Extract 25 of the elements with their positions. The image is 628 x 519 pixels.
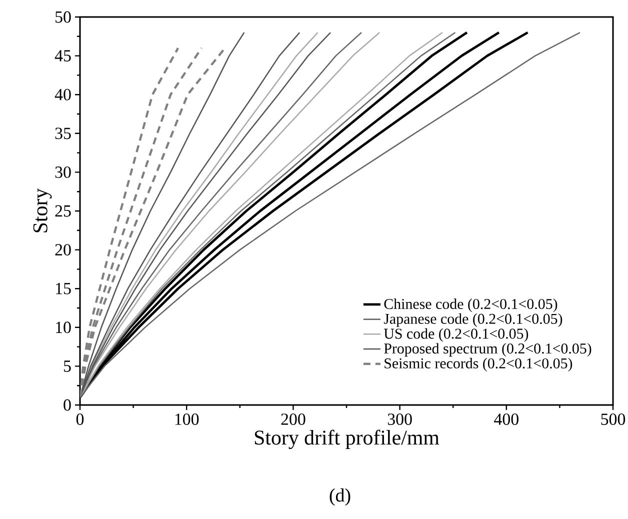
x-tick-label: 400 [494, 414, 518, 425]
legend-label: Chinese code (0.2<0.1<0.05) [384, 298, 558, 312]
y-tick-label: 5 [64, 360, 71, 372]
y-tick-label: 40 [54, 88, 71, 100]
x-axis-title: Story drift profile/mm [254, 430, 440, 450]
text: (d) [330, 488, 350, 506]
y-tick-label: 30 [55, 166, 71, 178]
y-tick-label: 45 [54, 50, 71, 62]
x-tick-label: 100 [175, 414, 199, 425]
y-tick-label: 15 [56, 282, 71, 294]
y-tick-label: 50 [56, 11, 71, 23]
x-tick-label: 0 [76, 414, 84, 425]
legend-label: Seismic records (0.2<0.1<0.05) [384, 358, 572, 372]
y-tick-label: 25 [55, 205, 71, 217]
legend-label: Japanese code (0.2<0.1<0.05) [384, 313, 562, 327]
x-tick-label: 300 [388, 414, 412, 425]
y-tick-label: 20 [55, 244, 71, 256]
legend-label: Proposed spectrum (0.2<0.1<0.05) [384, 343, 592, 357]
y-tick-label: 0 [64, 399, 71, 411]
x-tick-label: 500 [601, 414, 626, 425]
x-tick-label: 200 [281, 414, 306, 425]
legend-label: US code (0.2<0.1<0.05) [384, 328, 528, 342]
y-tick-label: 35 [55, 128, 71, 140]
y-tick-label: 10 [56, 322, 71, 334]
y-axis-title: Story [33, 188, 52, 232]
